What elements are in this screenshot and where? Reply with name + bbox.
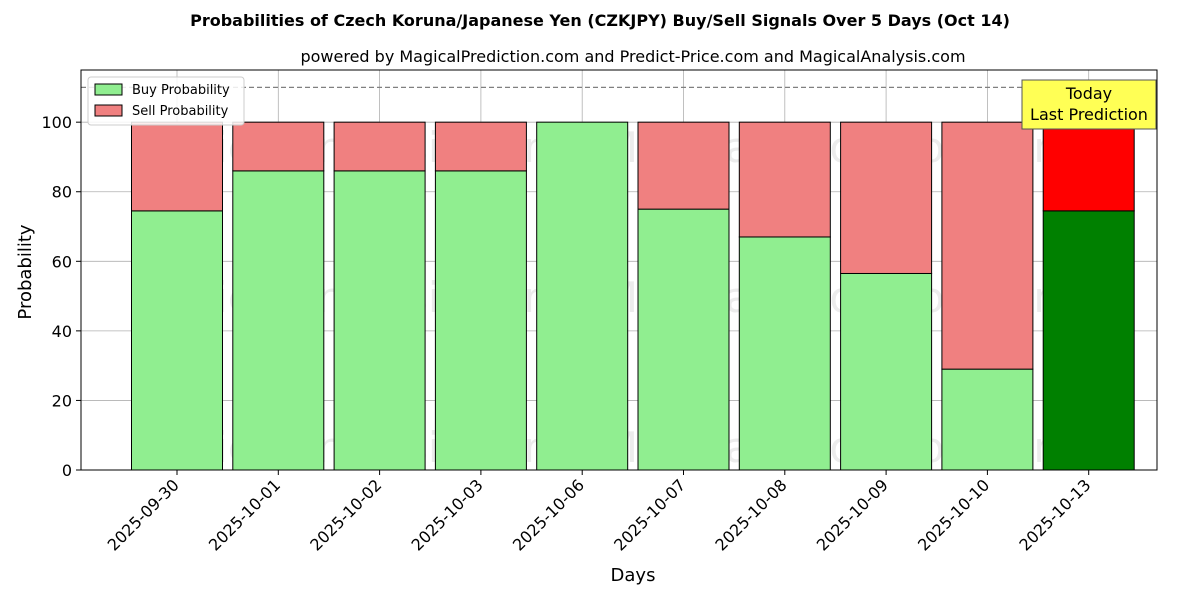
bar-sell [738,121,831,238]
bar-sell [637,121,730,210]
bar-sell [941,121,1034,370]
legend-label-sell: Sell Probability [132,104,229,119]
bar-buy [840,272,933,471]
bars [131,121,1135,471]
bar-buy [131,210,223,471]
y-tick-label: 0 [62,461,72,480]
x-tick-label: 2025-09-30 [104,475,183,554]
x-axis-ticks: 2025-09-30 2025-10-01 2025-10-02 2025-10-03… [104,470,1095,555]
y-tick-label: 60 [52,252,72,271]
legend-swatch-buy [94,83,123,96]
bar-buy [941,368,1034,471]
legend: Buy Probability Sell Probability [87,76,245,126]
bar-buy [1042,210,1135,471]
x-tick-label: 2025-10-01 [205,475,284,554]
chart-subtitle: powered by MagicalPrediction.com and Pre… [300,47,965,66]
bar-sell [1042,121,1135,212]
x-tick-label: 2025-10-10 [914,475,993,554]
y-axis-ticks: 0 20 40 60 80 100 [41,113,81,480]
x-tick-label: 2025-10-13 [1015,475,1094,554]
y-tick-label: 40 [52,322,72,341]
bar-buy [434,170,527,471]
annotation-line-2: Last Prediction [1030,105,1148,124]
bar-sell [333,121,426,172]
x-axis-label: Days [611,565,656,586]
bar-buy [232,170,325,471]
y-axis-label: Probability [15,224,36,319]
y-tick-label: 20 [52,391,72,410]
bar-buy [333,170,426,471]
x-tick-label: 2025-10-09 [813,475,892,554]
bar-sell [840,121,933,274]
legend-label-buy: Buy Probability [132,83,230,98]
x-tick-label: 2025-10-02 [306,475,385,554]
bar-buy [738,236,831,471]
bar-sell [131,121,223,212]
legend-swatch-sell [94,104,123,117]
bar-sell [434,121,527,172]
legend-box [87,76,245,126]
chart-title: Probabilities of Czech Koruna/Japanese Y… [190,11,1010,30]
bar-sell [232,121,325,172]
bar-buy [536,121,629,471]
x-tick-label: 2025-10-08 [711,475,790,554]
bar-buy [637,208,730,471]
annotation-line-1: Today [1065,84,1112,103]
today-annotation: Today Last Prediction [1021,79,1157,130]
x-tick-label: 2025-10-03 [408,475,487,554]
y-tick-label: 100 [41,113,72,132]
y-tick-label: 80 [52,183,72,202]
x-tick-label: 2025-10-06 [509,475,588,554]
plot-frame [80,69,1158,471]
annotation-box [1021,79,1157,130]
x-tick-label: 2025-10-07 [610,475,689,554]
